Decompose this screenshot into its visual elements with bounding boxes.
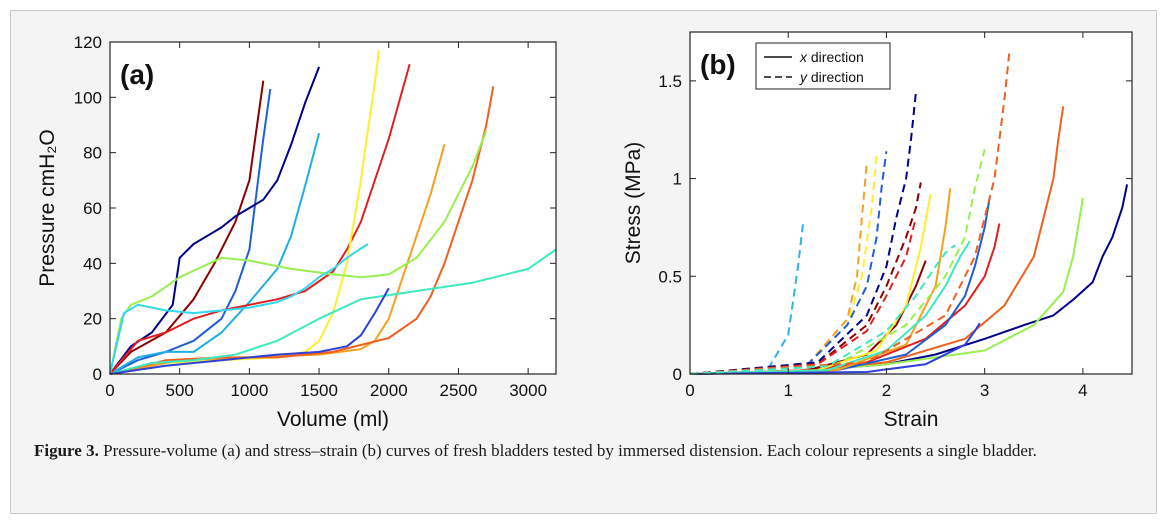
x-tick-label: 1000 <box>230 381 268 400</box>
x-axis-label: Volume (ml) <box>277 408 389 431</box>
legend-label: x direction <box>799 49 864 65</box>
x-axis-label: Strain <box>884 408 939 431</box>
caption-label: Figure 3. <box>34 441 99 460</box>
series-line-5 <box>109 63 411 375</box>
series-line-9 <box>689 240 971 375</box>
series-line-10 <box>689 322 981 375</box>
y-tick-label: 40 <box>83 254 102 273</box>
series-line-3 <box>109 66 321 375</box>
x-tick-label: 1500 <box>300 381 338 400</box>
x-tick-label: 500 <box>166 381 194 400</box>
y-tick-label: 1.5 <box>658 72 682 91</box>
plot-area <box>110 42 556 374</box>
y-axis-label: Stress (MPa) <box>622 142 645 265</box>
figure-charts: 0 500 1000 1500 2000 2500 3000020406080100120V… <box>36 31 1133 431</box>
series-line-2 <box>109 88 272 375</box>
series-line-16 <box>689 182 922 375</box>
chart-panel-a: 0 500 1000 1500 2000 2500 3000 0 20 40 60 80 100 120 V… <box>36 33 557 431</box>
x-tick-label: 3000 <box>509 381 547 400</box>
chart-panel-b: 0 1 2 3 4 0 0.5 1 1.5 Strain Stress (MPa) (b) x dire… <box>622 31 1133 431</box>
series-line-9 <box>109 130 488 375</box>
panel-label: (b) <box>700 49 736 80</box>
y-tick-label: 100 <box>74 88 102 107</box>
axes-box <box>689 31 1133 375</box>
x-tick-label: 0 <box>685 381 694 400</box>
y-tick-label: 1 <box>673 170 682 189</box>
legend-label: y direction <box>799 69 864 85</box>
series-line-10 <box>109 248 557 375</box>
y-tick-label: 0 <box>673 365 682 384</box>
series-line-11 <box>109 243 369 375</box>
series-line-4 <box>109 133 321 375</box>
series-line-15 <box>689 92 917 375</box>
panel-label: (a) <box>120 59 154 90</box>
y-tick-label: 60 <box>83 199 102 218</box>
x-tick-label: 0 <box>105 381 114 400</box>
x-tick-label: 2 <box>882 381 891 400</box>
x-tick-label: 1 <box>783 381 792 400</box>
series-line-5 <box>689 197 991 375</box>
y-axis-label: Pressure cmH₂O <box>36 129 59 287</box>
x-tick-label: 2000 <box>370 381 408 400</box>
x-tick-label: 3 <box>980 381 989 400</box>
series-line-20 <box>689 244 956 375</box>
figure-caption: Figure 3. Pressure-volume (a) and stress… <box>34 440 1134 462</box>
series-line-17 <box>689 217 917 375</box>
x-tick-label: 4 <box>1078 381 1087 400</box>
series-line-1 <box>109 80 265 375</box>
legend-box <box>755 42 891 90</box>
y-tick-label: 0.5 <box>658 267 682 286</box>
x-tick-label: 2500 <box>440 381 478 400</box>
y-tick-label: 80 <box>83 144 102 163</box>
y-tick-label: 20 <box>83 310 102 329</box>
series-line-12 <box>109 287 390 375</box>
caption-text: Pressure-volume (a) and stress–strain (b… <box>98 441 1037 460</box>
y-tick-label: 0 <box>93 365 102 384</box>
y-tick-label: 120 <box>74 33 102 52</box>
